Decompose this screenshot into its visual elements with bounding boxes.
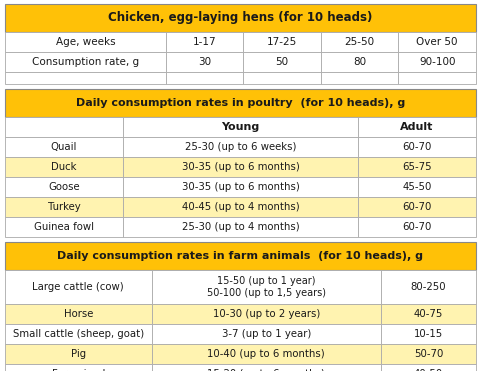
Bar	[5, 304, 151, 324]
Bar	[5, 117, 123, 137]
Text: 80: 80	[352, 57, 365, 67]
Bar	[5, 32, 166, 52]
Text: 80-250: 80-250	[410, 282, 445, 292]
Text: Large cattle (cow): Large cattle (cow)	[33, 282, 124, 292]
Bar	[397, 32, 475, 52]
Bar	[357, 137, 475, 157]
Text: 25-30 (up to 6 weeks): 25-30 (up to 6 weeks)	[184, 142, 296, 152]
Text: 40-75: 40-75	[413, 309, 442, 319]
Text: Duck: Duck	[51, 162, 77, 172]
Text: 30-35 (up to 6 months): 30-35 (up to 6 months)	[181, 182, 299, 192]
Bar	[5, 89, 475, 117]
Text: 1-17: 1-17	[192, 37, 216, 47]
Bar	[151, 304, 380, 324]
Bar	[397, 72, 475, 84]
Text: Age, weeks: Age, weeks	[56, 37, 115, 47]
Bar	[5, 197, 123, 217]
Bar	[123, 217, 357, 237]
Bar	[5, 364, 151, 371]
Text: 15-20 (up to 6 months): 15-20 (up to 6 months)	[207, 369, 324, 371]
Bar	[123, 197, 357, 217]
Bar	[243, 32, 320, 52]
Bar	[5, 157, 123, 177]
Bar	[151, 270, 380, 304]
Text: 30: 30	[198, 57, 211, 67]
Text: Guinea fowl: Guinea fowl	[34, 222, 94, 232]
Text: Fur animal: Fur animal	[51, 369, 105, 371]
Text: Chicken, egg-laying hens (for 10 heads): Chicken, egg-laying hens (for 10 heads)	[108, 12, 372, 24]
Text: 50-70: 50-70	[413, 349, 442, 359]
Bar	[380, 304, 475, 324]
Text: 3-7 (up to 1 year): 3-7 (up to 1 year)	[221, 329, 311, 339]
Text: 60-70: 60-70	[401, 222, 431, 232]
Text: Horse: Horse	[63, 309, 93, 319]
Bar	[123, 117, 357, 137]
Text: Quail: Quail	[51, 142, 77, 152]
Text: Daily consumption rates in poultry  (for 10 heads), g: Daily consumption rates in poultry (for …	[76, 98, 404, 108]
Text: 50: 50	[275, 57, 288, 67]
Bar	[357, 157, 475, 177]
Text: Goose: Goose	[48, 182, 80, 192]
Bar	[151, 344, 380, 364]
Bar	[380, 324, 475, 344]
Text: Turkey: Turkey	[48, 202, 80, 212]
Bar	[357, 217, 475, 237]
Text: 90-100: 90-100	[418, 57, 455, 67]
Bar	[5, 217, 123, 237]
Bar	[320, 32, 397, 52]
Bar	[243, 72, 320, 84]
Text: Young: Young	[221, 122, 259, 132]
Bar	[166, 32, 243, 52]
Text: 10-15: 10-15	[413, 329, 442, 339]
Text: Small cattle (sheep, goat): Small cattle (sheep, goat)	[12, 329, 144, 339]
Text: 40-50: 40-50	[413, 369, 442, 371]
Text: 10-40 (up to 6 months): 10-40 (up to 6 months)	[207, 349, 324, 359]
Text: 45-50: 45-50	[401, 182, 431, 192]
Text: 40-45 (up to 4 months): 40-45 (up to 4 months)	[181, 202, 299, 212]
Bar	[380, 364, 475, 371]
Bar	[166, 72, 243, 84]
Text: 10-30 (up to 2 years): 10-30 (up to 2 years)	[212, 309, 319, 319]
Text: 60-70: 60-70	[401, 142, 431, 152]
Text: 15-50 (up to 1 year)
50-100 (up to 1,5 years): 15-50 (up to 1 year) 50-100 (up to 1,5 y…	[206, 276, 325, 298]
Bar	[166, 52, 243, 72]
Bar	[5, 72, 166, 84]
Bar	[380, 270, 475, 304]
Bar	[5, 4, 475, 32]
Bar	[123, 157, 357, 177]
Bar	[320, 72, 397, 84]
Text: 65-75: 65-75	[401, 162, 431, 172]
Text: Daily consumption rates in farm animals  (for 10 heads), g: Daily consumption rates in farm animals …	[58, 251, 422, 261]
Bar	[5, 52, 166, 72]
Bar	[151, 364, 380, 371]
Bar	[5, 270, 151, 304]
Bar	[357, 177, 475, 197]
Text: 60-70: 60-70	[401, 202, 431, 212]
Bar	[123, 177, 357, 197]
Bar	[357, 117, 475, 137]
Bar	[5, 242, 475, 270]
Text: Over 50: Over 50	[416, 37, 457, 47]
Text: Pig: Pig	[71, 349, 86, 359]
Text: 17-25: 17-25	[266, 37, 297, 47]
Text: 25-50: 25-50	[344, 37, 374, 47]
Text: 25-30 (up to 4 months): 25-30 (up to 4 months)	[181, 222, 299, 232]
Bar	[357, 197, 475, 217]
Bar	[243, 52, 320, 72]
Bar	[151, 324, 380, 344]
Bar	[5, 137, 123, 157]
Text: Adult: Adult	[399, 122, 433, 132]
Bar	[5, 177, 123, 197]
Bar	[5, 324, 151, 344]
Text: 30-35 (up to 6 months): 30-35 (up to 6 months)	[181, 162, 299, 172]
Bar	[123, 137, 357, 157]
Bar	[380, 344, 475, 364]
Text: Consumption rate, g: Consumption rate, g	[32, 57, 139, 67]
Bar	[320, 52, 397, 72]
Bar	[397, 52, 475, 72]
Bar	[5, 344, 151, 364]
